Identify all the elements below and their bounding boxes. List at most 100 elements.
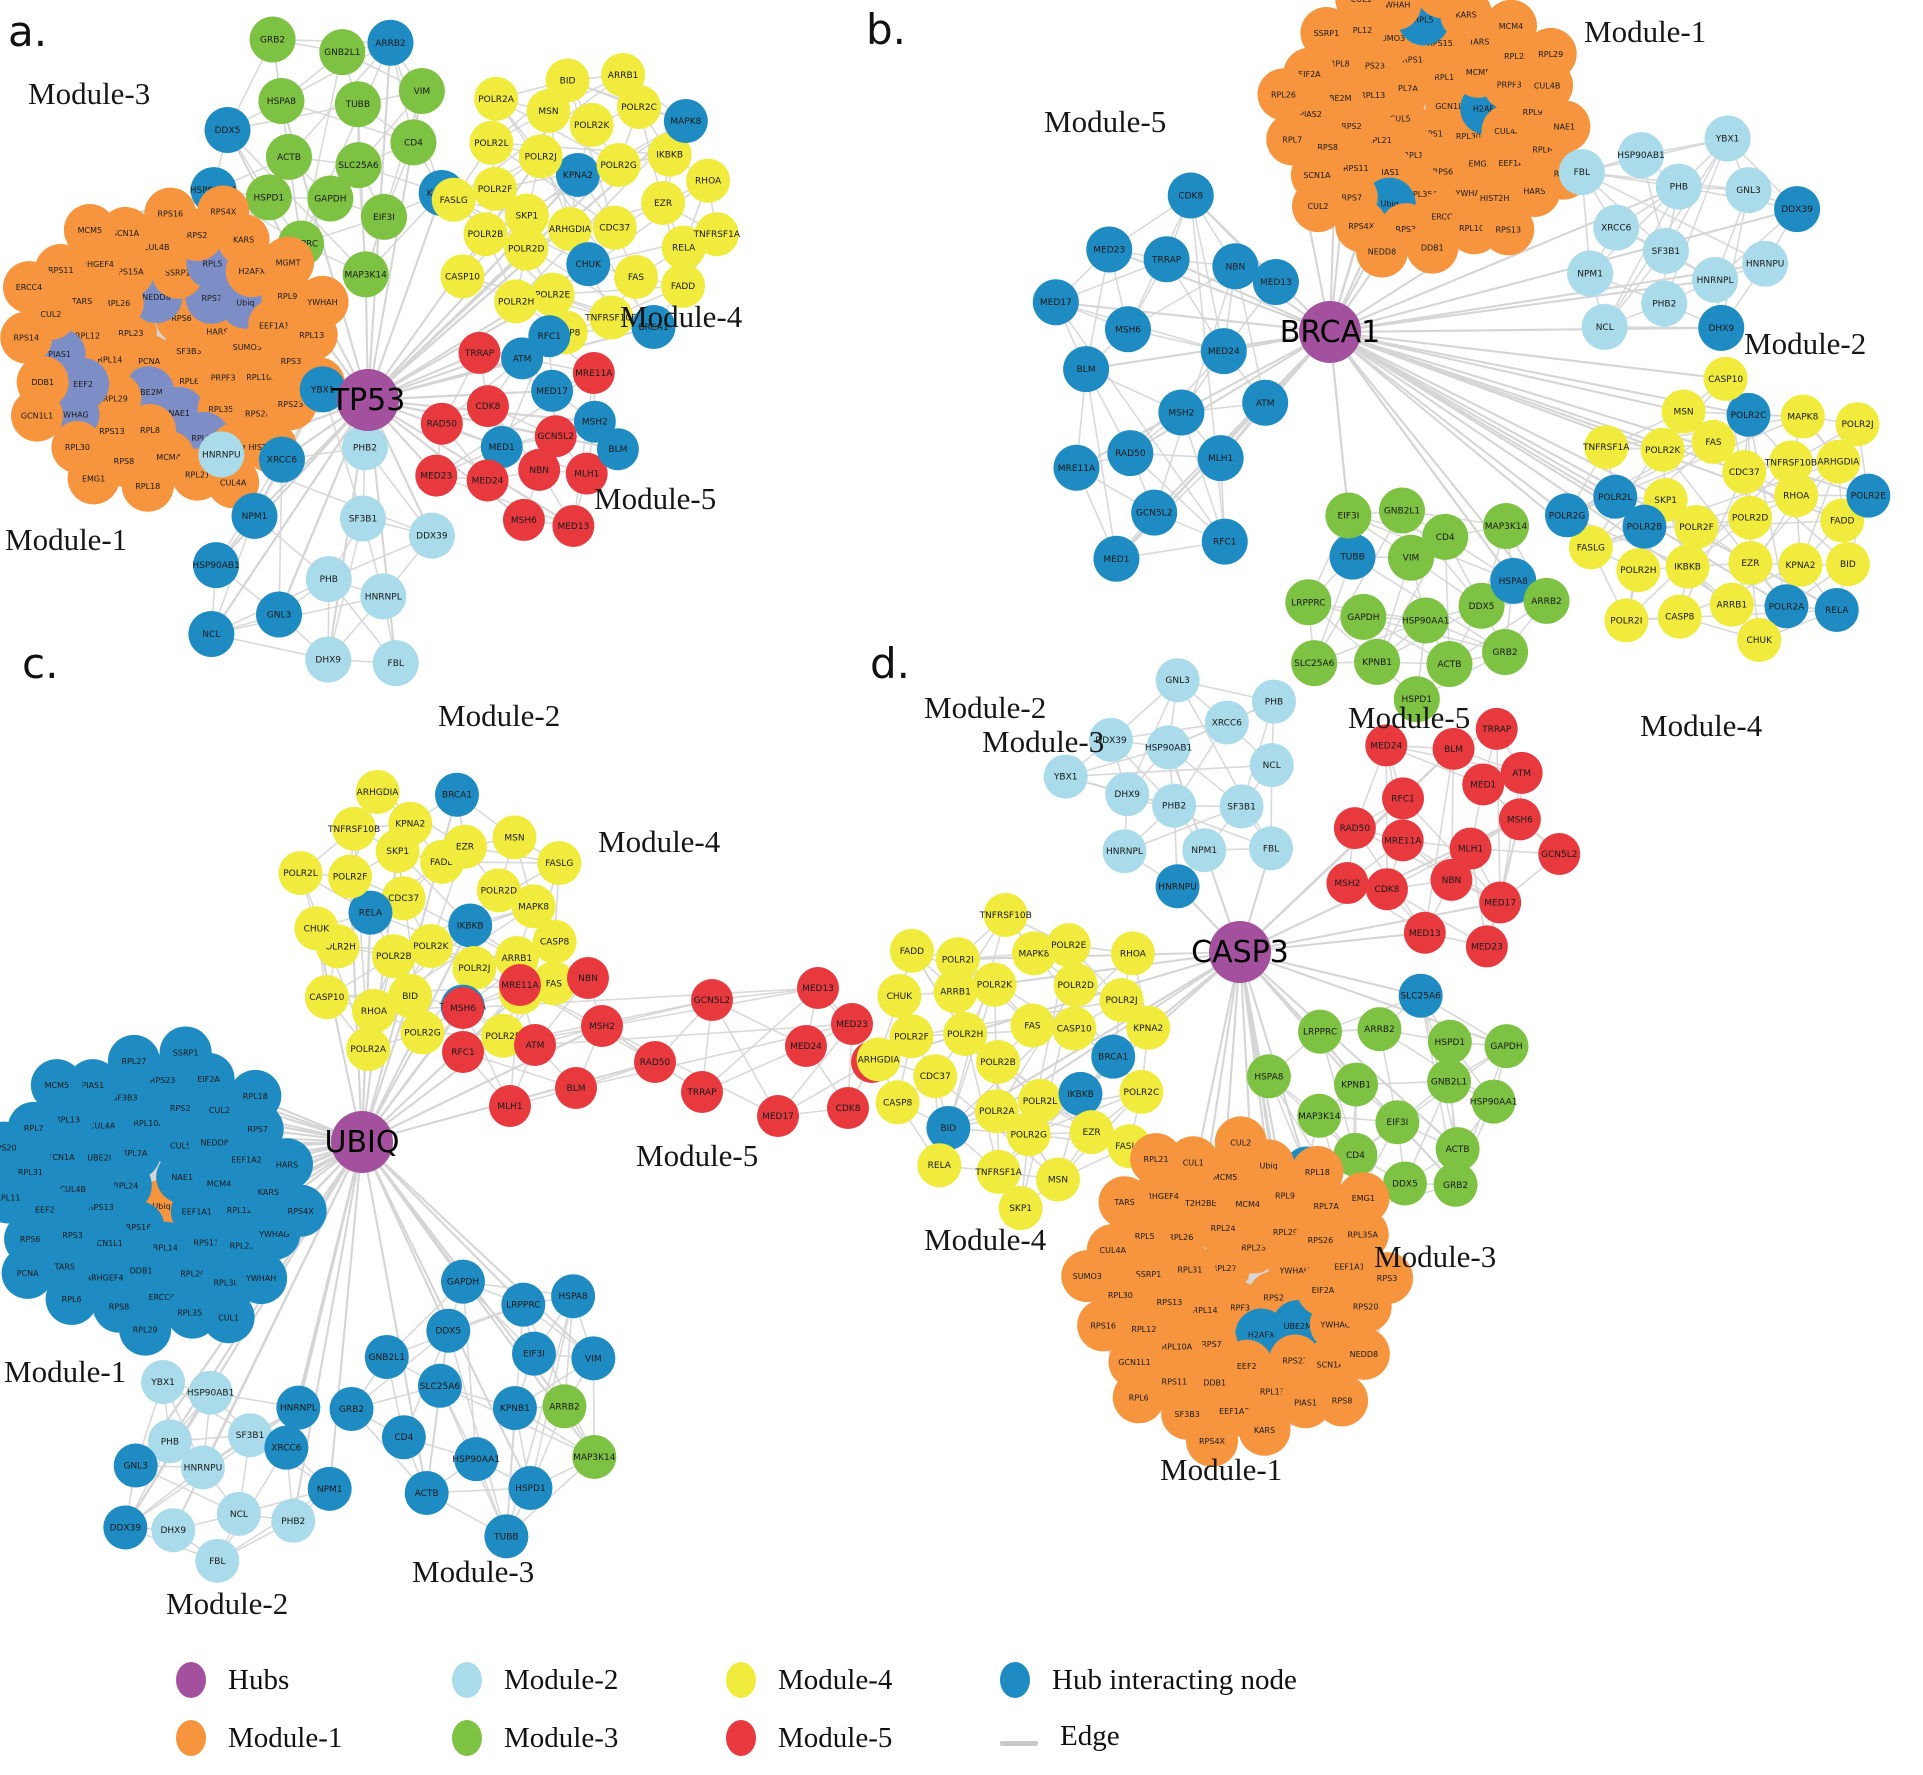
node-DHX9[interactable]: DHX9	[1105, 772, 1150, 817]
node-YWHAH[interactable]: YWHAH	[296, 275, 349, 328]
node-POLR2A[interactable]: POLR2A	[346, 1027, 391, 1072]
node-SKP1[interactable]: SKP1	[998, 1186, 1043, 1231]
node-HSP90AB1[interactable]: HSP90AB1	[187, 1370, 234, 1415]
node-PHB2[interactable]: PHB2	[271, 1498, 316, 1543]
node-MAPK8[interactable]: MAPK8	[1780, 394, 1825, 439]
node-GAPDH[interactable]: GAPDH	[440, 1259, 485, 1304]
node-RPS20[interactable]: RPS20	[0, 1121, 30, 1174]
node-MAPK8[interactable]: MAPK8	[1011, 931, 1056, 976]
node-MED24[interactable]: MED24	[466, 459, 509, 502]
node-TNFRSF10B[interactable]: TNFRSF10B	[979, 892, 1032, 937]
node-CD4[interactable]: CD4	[390, 119, 437, 166]
node-MGMT[interactable]: MGMT	[262, 236, 315, 289]
node-RPS4X[interactable]: RPS4X	[1186, 1414, 1239, 1467]
node-CDK8[interactable]: CDK8	[466, 385, 509, 428]
node-CD4[interactable]: CD4	[381, 1415, 426, 1460]
node-NPM1[interactable]: NPM1	[1182, 828, 1227, 873]
node-ARHGDIA[interactable]: ARHGDIA	[1816, 439, 1861, 484]
node-RELA[interactable]: RELA	[661, 225, 706, 270]
node-POLR2K[interactable]: POLR2K	[408, 924, 453, 969]
node-GCN5L2[interactable]: GCN5L2	[534, 415, 577, 458]
node-FBL[interactable]: FBL	[372, 640, 419, 687]
node-DDX39[interactable]: DDX39	[103, 1505, 148, 1550]
node-MED1[interactable]: MED1	[1093, 535, 1140, 582]
node-MED13[interactable]: MED13	[1403, 911, 1446, 954]
hub-CASP3[interactable]: CASP3	[1191, 921, 1289, 983]
node-NPM1[interactable]: NPM1	[307, 1466, 352, 1511]
node-POLR2L[interactable]: POLR2L	[1593, 474, 1638, 519]
node-HNRNPU[interactable]: HNRNPU	[1155, 864, 1200, 909]
node-TRRAP[interactable]: TRRAP	[458, 331, 501, 374]
node-NCL[interactable]: NCL	[1581, 303, 1628, 350]
node-TNFRSF10B[interactable]: TNFRSF10B	[584, 295, 637, 340]
node-MED13[interactable]: MED13	[1252, 259, 1299, 306]
node-CHUK[interactable]: CHUK	[294, 906, 339, 951]
node-ACTB[interactable]: ACTB	[404, 1470, 449, 1515]
node-HSPA8[interactable]: HSPA8	[551, 1274, 596, 1319]
node-HSPD1[interactable]: HSPD1	[1427, 1019, 1472, 1064]
node-MLH1[interactable]: MLH1	[489, 1085, 531, 1127]
node-VIM[interactable]: VIM	[1387, 534, 1434, 581]
node-POLR2K[interactable]: POLR2K	[1640, 427, 1685, 472]
node-CASP10[interactable]: CASP10	[440, 254, 485, 299]
node-SF3B1[interactable]: SF3B1	[228, 1413, 273, 1458]
node-POLR2F[interactable]: POLR2F	[328, 854, 373, 899]
node-ACTB[interactable]: ACTB	[1426, 641, 1473, 688]
node-SLC25A6[interactable]: SLC25A6	[1398, 973, 1443, 1018]
node-YBX1[interactable]: YBX1	[1043, 754, 1088, 799]
node-RAD50[interactable]: RAD50	[634, 1041, 676, 1083]
node-FADD[interactable]: FADD	[661, 263, 706, 308]
node-SLC25A6[interactable]: SLC25A6	[335, 142, 382, 189]
node-GAPDH[interactable]: GAPDH	[1484, 1024, 1529, 1069]
node-NBN[interactable]: NBN	[567, 957, 609, 999]
node-PHB2[interactable]: PHB2	[1641, 280, 1688, 327]
node-HNRNPU[interactable]: HNRNPU	[198, 431, 245, 478]
node-POLR2E[interactable]: POLR2E	[530, 272, 575, 317]
node-MLH1[interactable]: MLH1	[1197, 435, 1244, 482]
node-SSRP1[interactable]: SSRP1	[1300, 7, 1353, 60]
node-ARRB1[interactable]: ARRB1	[1709, 582, 1754, 627]
node-DDX5[interactable]: DDX5	[1458, 582, 1505, 629]
node-RPS4X[interactable]: RPS4X	[274, 1184, 327, 1237]
node-MAP3K14[interactable]: MAP3K14	[572, 1434, 617, 1479]
node-FASLG[interactable]: FASLG	[1568, 525, 1613, 570]
node-POLR2D[interactable]: POLR2D	[1053, 962, 1098, 1007]
node-CDC37[interactable]: CDC37	[1722, 450, 1767, 495]
node-RPL11[interactable]: RPL11	[0, 1171, 34, 1224]
node-POLR2A[interactable]: POLR2A	[1764, 584, 1809, 629]
node-CHUK[interactable]: CHUK	[877, 974, 922, 1019]
node-KPNB1[interactable]: KPNB1	[492, 1386, 537, 1431]
node-GAPDH[interactable]: GAPDH	[1340, 593, 1387, 640]
node-GRB2[interactable]: GRB2	[249, 16, 296, 63]
node-MCM5[interactable]: MCM5	[63, 203, 116, 256]
node-HSP90AB1[interactable]: HSP90AB1	[1617, 132, 1665, 179]
node-MED17[interactable]: MED17	[1032, 279, 1079, 326]
node-POLR2L[interactable]: POLR2L	[278, 851, 323, 896]
node-EIF3I[interactable]: EIF3I	[1325, 492, 1372, 539]
node-CUL1[interactable]: CUL1	[202, 1291, 255, 1344]
node-CDC37[interactable]: CDC37	[592, 205, 637, 250]
node-IKBKB[interactable]: IKBKB	[1665, 544, 1710, 589]
node-HNRNPL[interactable]: HNRNPL	[276, 1385, 321, 1430]
node-ARRB2[interactable]: ARRB2	[542, 1384, 587, 1429]
node-LRPPRC[interactable]: LRPPRC	[1298, 1009, 1343, 1054]
node-XRCC6[interactable]: XRCC6	[258, 436, 305, 483]
node-POLR2E[interactable]: POLR2E	[1046, 923, 1091, 968]
node-HNRNPL[interactable]: HNRNPL	[1102, 829, 1147, 874]
node-POLR2B[interactable]: POLR2B	[975, 1039, 1020, 1084]
node-MSN[interactable]: MSN	[492, 815, 537, 860]
hub-BRCA1[interactable]: BRCA1	[1280, 301, 1381, 363]
node-PHB[interactable]: PHB	[147, 1419, 192, 1464]
node-TRRAP[interactable]: TRRAP	[1143, 236, 1190, 283]
node-DHX9[interactable]: DHX9	[1698, 304, 1745, 351]
node-KPNA2[interactable]: KPNA2	[1778, 542, 1823, 587]
node-FAS[interactable]: FAS	[1691, 419, 1736, 464]
node-FAS[interactable]: FAS	[614, 254, 659, 299]
node-BID[interactable]: BID	[388, 973, 433, 1018]
node-PHB[interactable]: PHB	[1251, 679, 1296, 724]
node-TNFRSF10B[interactable]: TNFRSF10B	[327, 806, 380, 851]
node-DDX5[interactable]: DDX5	[1382, 1161, 1427, 1206]
node-RPL18[interactable]: RPL18	[229, 1069, 282, 1122]
node-FBL[interactable]: FBL	[1249, 826, 1294, 871]
node-GRB2[interactable]: GRB2	[1433, 1162, 1478, 1207]
